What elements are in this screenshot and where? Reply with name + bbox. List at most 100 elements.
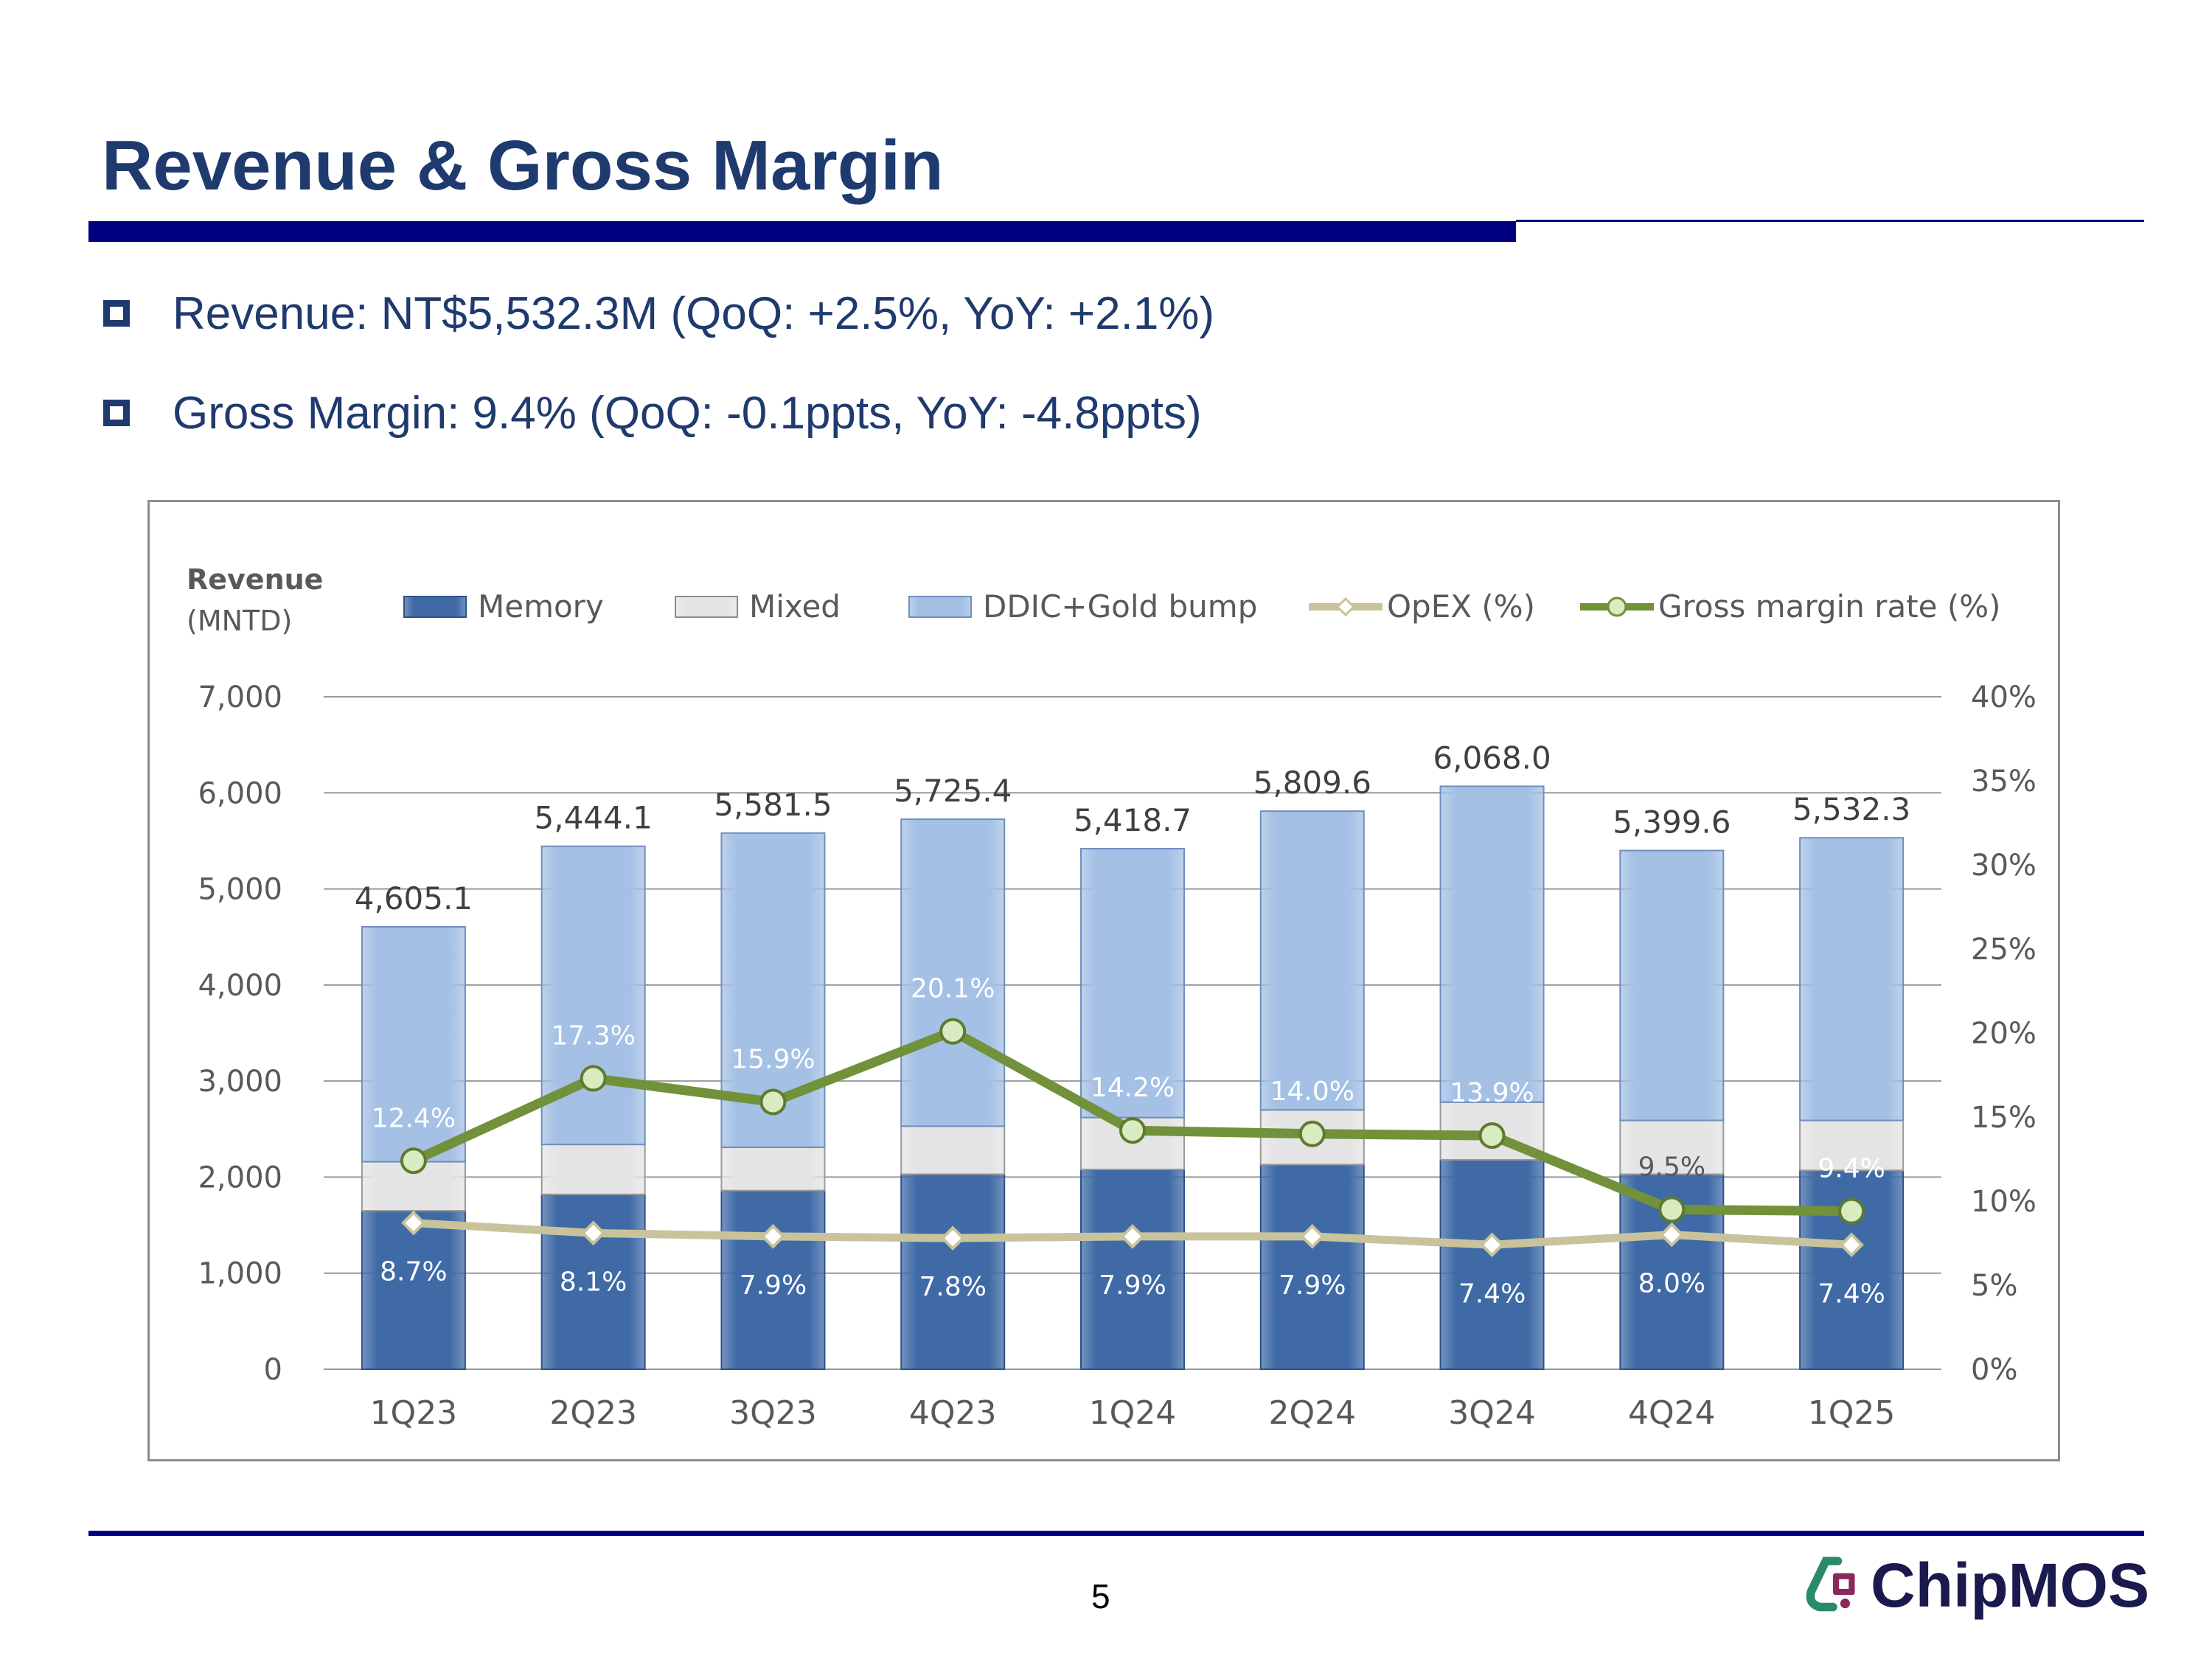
- opex-marker: [1299, 1224, 1325, 1249]
- bar-memory: [1439, 1158, 1545, 1371]
- category-label: 1Q23: [370, 1394, 458, 1432]
- gross-margin-marker: [1119, 1117, 1146, 1144]
- legend-marker: [1607, 597, 1627, 617]
- total-label: 5,444.1: [535, 800, 653, 836]
- bar-ddic: [1799, 837, 1905, 1121]
- category-label: 1Q24: [1089, 1394, 1177, 1432]
- total-label: 5,581.5: [714, 787, 832, 823]
- bar-memory: [1080, 1169, 1185, 1371]
- company-logo: ChipMOS: [1803, 1545, 2149, 1626]
- opex-marker: [760, 1224, 786, 1249]
- opex-marker: [940, 1225, 966, 1251]
- bar-mixed: [900, 1125, 1006, 1175]
- bar-mixed: [720, 1147, 826, 1192]
- total-label: 5,809.6: [1253, 765, 1371, 801]
- opex-label: 8.0%: [1638, 1269, 1705, 1299]
- total-label: 5,399.6: [1613, 804, 1731, 841]
- page-title: Revenue & Gross Margin: [102, 126, 944, 205]
- opex-label: 8.7%: [380, 1257, 447, 1287]
- gross-margin-marker: [939, 1018, 967, 1045]
- title-rule-thick: [88, 221, 1516, 242]
- y-tick-label: 7,000: [198, 681, 282, 714]
- opex-label: 7.9%: [1099, 1270, 1166, 1301]
- y-tick-label: 6,000: [198, 776, 282, 810]
- bar-ddic: [1619, 849, 1725, 1121]
- y-tick-label: 0: [264, 1353, 282, 1387]
- gross-margin-marker: [400, 1147, 427, 1175]
- opex-marker: [1479, 1232, 1505, 1258]
- gross-margin-label: 13.9%: [1450, 1078, 1534, 1108]
- opex-marker: [1120, 1224, 1145, 1249]
- gross-margin-label: 9.4%: [1818, 1154, 1885, 1184]
- total-label: 5,725.4: [894, 773, 1012, 809]
- revenue-chart: 0 1,000 2,000 3,000 4,000 5,000 6,000 7,000 0% 5%…: [187, 563, 2037, 1432]
- category-label: 2Q24: [1268, 1394, 1356, 1432]
- title-rule-thin: [1516, 220, 2144, 222]
- y-tick-label: 1,000: [198, 1257, 282, 1291]
- bar-ddic: [900, 818, 1006, 1127]
- chipmos-logo-icon: [1806, 1557, 1855, 1612]
- y-tick-label: 2,000: [198, 1161, 282, 1194]
- y-tick-label: 4,000: [198, 969, 282, 1003]
- y2-tick-label: 10%: [1971, 1185, 2037, 1219]
- footer-rule: [88, 1531, 2144, 1536]
- bar-ddic: [1080, 848, 1185, 1119]
- bar-ddic: [1439, 785, 1545, 1103]
- y2-tick-label: 30%: [1971, 849, 2037, 883]
- y-axis-title: Revenue: [187, 563, 323, 596]
- bar-memory: [1259, 1164, 1365, 1371]
- logo-text: ChipMOS: [1871, 1550, 2149, 1620]
- opex-label: 7.4%: [1818, 1279, 1885, 1309]
- legend-swatch: [908, 596, 972, 618]
- opex-label: 8.1%: [560, 1267, 627, 1297]
- gross-margin-marker: [1478, 1122, 1506, 1150]
- gross-margin-label: 14.0%: [1270, 1077, 1354, 1107]
- page-number: 5: [1091, 1577, 1110, 1615]
- opex-label: 7.8%: [919, 1272, 986, 1302]
- gross-margin-marker: [580, 1065, 607, 1092]
- legend-label: OpEX (%): [1387, 588, 1535, 625]
- category-label: 4Q24: [1628, 1394, 1716, 1432]
- category-label: 1Q25: [1808, 1394, 1896, 1432]
- legend-swatch: [675, 596, 738, 618]
- opex-marker: [580, 1220, 606, 1246]
- legend-swatch: [403, 596, 467, 618]
- y2-tick-label: 5%: [1971, 1269, 2017, 1303]
- opex-marker: [1839, 1232, 1864, 1258]
- y2-tick-label: 15%: [1971, 1101, 2037, 1135]
- legend-label: Mixed: [749, 588, 841, 625]
- bullet-square-icon: [103, 300, 130, 327]
- category-label: 2Q23: [549, 1394, 637, 1432]
- bar-memory: [720, 1189, 826, 1370]
- bar-mixed: [540, 1144, 646, 1195]
- legend-marker: [1335, 597, 1356, 617]
- gross-margin-label: 12.4%: [372, 1103, 456, 1133]
- bullet-gross-margin: Gross Margin: 9.4% (QoQ: -0.1ppts, YoY: …: [103, 383, 1202, 442]
- gross-margin-label: 14.2%: [1091, 1073, 1175, 1103]
- gross-margin-label: 9.5%: [1638, 1152, 1705, 1182]
- gross-margin-marker: [1298, 1120, 1326, 1147]
- legend-label: Gross margin rate (%): [1658, 588, 2001, 625]
- y-tick-label: 5,000: [198, 873, 282, 907]
- total-label: 4,605.1: [355, 880, 473, 917]
- y-axis-unit: (MNTD): [187, 605, 292, 637]
- opex-marker: [1659, 1222, 1685, 1248]
- gross-margin-marker: [759, 1088, 787, 1116]
- category-label: 4Q23: [909, 1394, 997, 1432]
- legend-label: Memory: [478, 588, 604, 625]
- bullet-gross-margin-text: Gross Margin: 9.4% (QoQ: -0.1ppts, YoY: …: [173, 387, 1202, 439]
- gross-margin-marker: [1838, 1197, 1865, 1225]
- opex-label: 7.9%: [1279, 1270, 1346, 1301]
- total-label: 5,418.7: [1074, 802, 1192, 838]
- gross-margin-label: 17.3%: [551, 1021, 635, 1051]
- legend-label: DDIC+Gold bump: [983, 588, 1257, 625]
- bar-ddic: [1259, 810, 1365, 1111]
- bar-mixed: [1799, 1119, 1905, 1172]
- bar-memory: [900, 1173, 1006, 1371]
- y2-tick-label: 35%: [1971, 765, 2037, 799]
- category-label: 3Q24: [1448, 1394, 1536, 1432]
- y2-tick-label: 0%: [1971, 1353, 2017, 1387]
- y2-tick-label: 25%: [1971, 933, 2037, 967]
- category-label: 3Q23: [729, 1394, 817, 1432]
- opex-label: 7.4%: [1458, 1279, 1526, 1309]
